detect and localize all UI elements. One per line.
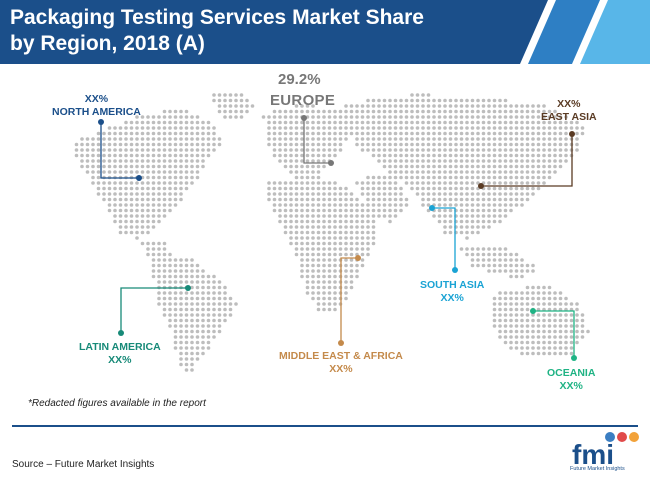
leader-middle-east-africa-end-dot xyxy=(355,255,361,261)
leader-oceania xyxy=(533,310,575,358)
label-east-asia: XX% EAST ASIA xyxy=(541,98,597,123)
leader-middle-east-africa-start-dot xyxy=(338,340,344,346)
label-oceania: OCEANIA XX% xyxy=(547,367,596,392)
label-europe-name: EUROPE xyxy=(270,92,336,109)
world-map-dots xyxy=(74,93,590,372)
logo-tagline: Future Market Insights xyxy=(570,466,625,472)
label-latin-america: LATIN AMERICA XX% xyxy=(79,341,161,366)
header-background xyxy=(0,0,650,64)
label-europe-value: 29.2% xyxy=(278,71,321,88)
leader-latin-america xyxy=(120,287,188,333)
footer-divider xyxy=(12,425,638,427)
redacted-note: *Redacted figures available in the repor… xyxy=(28,398,206,409)
label-south-asia: SOUTH ASIA XX% xyxy=(420,279,485,304)
leader-europe-start-dot xyxy=(301,115,307,121)
leader-north-america xyxy=(100,122,139,179)
logo-wordmark: fmi xyxy=(572,439,614,470)
leader-north-america-end-dot xyxy=(136,175,142,181)
leader-north-america-start-dot xyxy=(98,119,104,125)
leader-latin-america-start-dot xyxy=(118,330,124,336)
world-map xyxy=(74,93,590,372)
leader-south-asia-start-dot xyxy=(429,205,435,211)
header-banner: Packaging Testing Services Market Share … xyxy=(0,0,650,64)
leader-middle-east-africa xyxy=(340,257,358,343)
leader-oceania-end-dot xyxy=(530,308,536,314)
page-title: Packaging Testing Services Market Share … xyxy=(10,6,424,55)
leader-europe-end-dot xyxy=(328,160,334,166)
leader-south-asia xyxy=(432,207,456,270)
source-text: Source – Future Market Insights xyxy=(12,459,155,470)
leader-east-asia xyxy=(481,134,573,187)
leader-lines xyxy=(98,115,577,361)
leader-east-asia-start-dot xyxy=(569,131,575,137)
leader-latin-america-end-dot xyxy=(185,285,191,291)
leader-oceania-start-dot xyxy=(571,355,577,361)
leader-europe xyxy=(303,118,331,164)
label-north-america: XX% NORTH AMERICA xyxy=(52,93,141,118)
label-middle-east-africa: MIDDLE EAST & AFRICA XX% xyxy=(279,350,403,375)
leader-south-asia-end-dot xyxy=(452,267,458,273)
leader-east-asia-end-dot xyxy=(478,183,484,189)
fmi-logo-icon: fmi xyxy=(572,432,639,470)
